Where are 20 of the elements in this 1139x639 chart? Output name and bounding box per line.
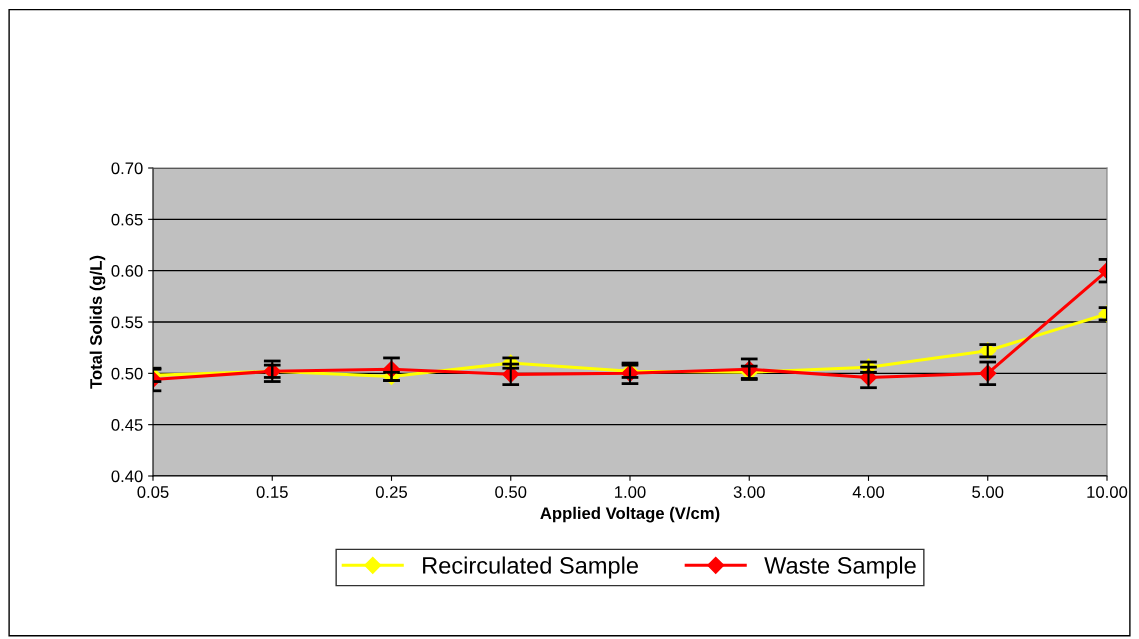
x-tick-label: 0.05	[137, 486, 169, 498]
y-tick-label: 0.60	[111, 265, 143, 277]
x-tick-label: 0.25	[375, 486, 408, 498]
y-tick-label: 0.55	[111, 316, 143, 329]
x-axis-title: Applied Voltage (V/cm)	[540, 506, 720, 523]
x-tick-label: 3.00	[733, 486, 765, 498]
y-axis-title: Total Solids (g/L)	[89, 255, 106, 389]
x-tick-label: 0.50	[495, 486, 527, 498]
legend-label: Recirculated Sample	[423, 556, 638, 579]
x-tick-label: 10.00	[1087, 486, 1128, 498]
x-tick-label: 1.00	[615, 486, 646, 498]
x-tick-label: 4.00	[852, 486, 885, 498]
legend-label: Waste Sample	[764, 556, 916, 579]
y-tick-label: 0.65	[111, 213, 143, 226]
y-tick-label: 0.40	[111, 470, 143, 483]
x-tick-label: 5.00	[972, 486, 1004, 498]
y-tick-label: 0.50	[111, 367, 143, 380]
y-tick-label: 0.70	[111, 162, 143, 175]
x-tick-label: 0.15	[256, 486, 288, 498]
y-tick-label: 0.45	[111, 419, 143, 431]
